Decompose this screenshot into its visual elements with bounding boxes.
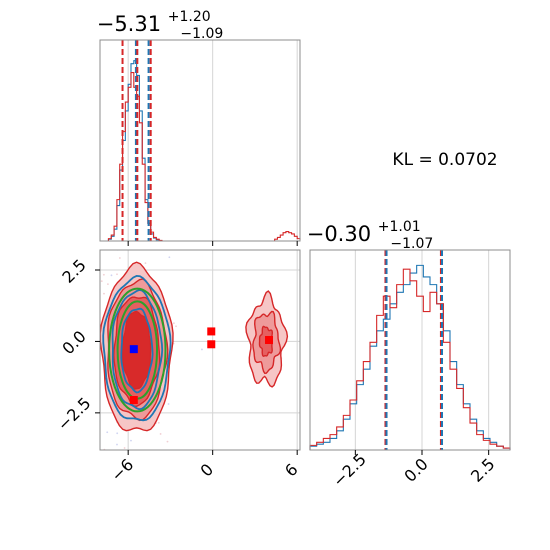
x-tick-label: 0.0 <box>400 454 431 485</box>
scatter-point <box>130 439 132 442</box>
blue-contour-level <box>111 289 164 411</box>
blue-contour-level <box>102 274 172 422</box>
kl-annotation: KL = 0.0702 <box>392 150 497 170</box>
scatter-point <box>106 431 109 434</box>
contour-panel: −6 0 6 −2.5 0.0 2.5 <box>53 217 302 485</box>
green-contour-level <box>108 287 167 413</box>
scatter-point <box>167 217 169 219</box>
marker-marker_blue <box>129 345 138 354</box>
top-hist-title-plus: +1.20 <box>168 9 211 25</box>
x-tick-label: 2.5 <box>467 454 498 485</box>
scatter-point <box>94 373 96 375</box>
x-tick-label: 0 <box>196 460 217 481</box>
hist-series-red <box>100 71 301 242</box>
scatter-point <box>167 403 170 405</box>
blue-contour-level <box>120 307 154 394</box>
scatter-point <box>166 440 169 443</box>
scatter-point <box>159 433 162 435</box>
hist-panel-top: −5.31 +1.20 −1.09 <box>97 2 301 246</box>
contour-frame <box>99 249 301 451</box>
scatter-point <box>123 447 126 449</box>
top-hist-title: −5.31 +1.20 −1.09 <box>97 2 224 42</box>
top-hist-title-minus: −1.09 <box>180 26 223 42</box>
scatter-point <box>98 344 100 346</box>
scatter-point <box>168 256 171 259</box>
y-tick-label: 0.0 <box>58 327 89 358</box>
y-tick-label: 2.5 <box>58 255 89 286</box>
right-hist-title-median: −0.30 <box>307 222 371 246</box>
marker-marker_red <box>129 396 138 404</box>
scatter-point <box>87 362 89 364</box>
scatter-point <box>110 274 113 277</box>
scatter-point <box>107 283 109 286</box>
right-hist-title: −0.30 +1.01 −1.07 <box>307 212 434 252</box>
scatter-point <box>53 292 55 294</box>
x-tick-label: 6 <box>281 460 302 481</box>
scatter-point <box>116 443 118 446</box>
right-hist-title-plus: +1.01 <box>378 219 421 235</box>
right-hist-frame <box>309 249 511 451</box>
y-tick-label: −2.5 <box>54 394 95 435</box>
hist-panel-right: −2.5 0.0 2.5 −0.30 +1.01 −1.07 <box>307 212 511 491</box>
scatter-point <box>100 280 103 283</box>
scatter-point <box>118 257 121 259</box>
top-hist-frame <box>99 39 301 242</box>
scatter-point <box>103 292 105 295</box>
marker-marker_red <box>207 327 216 336</box>
hist-series-red <box>309 268 511 450</box>
top-hist-title-median: −5.31 <box>97 12 161 36</box>
x-tick-label: −2.5 <box>329 450 370 491</box>
scatter-point <box>116 432 119 435</box>
marker-marker_red <box>265 336 274 344</box>
scatter-point <box>173 322 175 325</box>
scatter-point <box>144 262 147 265</box>
scatter-point <box>201 348 203 351</box>
scatter-point <box>157 421 160 424</box>
scatter-point <box>172 248 174 250</box>
marker-marker_red <box>207 340 216 349</box>
scatter-point <box>116 273 118 276</box>
right-hist-title-minus: −1.07 <box>390 236 433 252</box>
x-tick-label: −6 <box>107 455 137 485</box>
scatter-point <box>175 325 177 328</box>
scatter-point <box>102 273 105 276</box>
hist-series-blue <box>309 264 511 450</box>
scatter-point <box>95 318 97 320</box>
